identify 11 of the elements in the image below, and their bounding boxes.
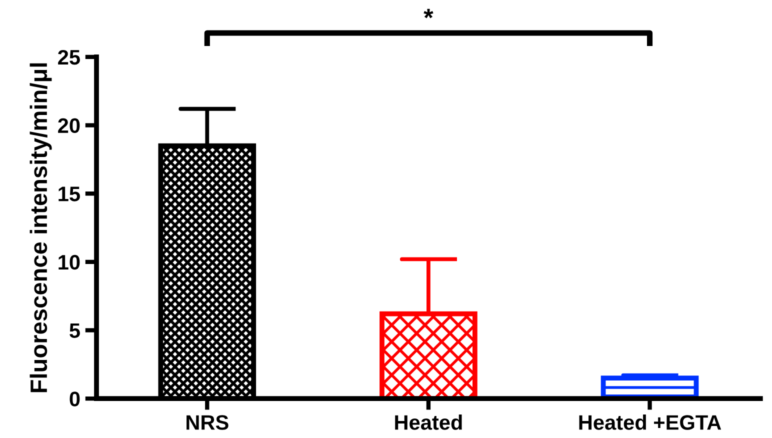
y-tick-label: 0 xyxy=(70,392,80,406)
x-tick-label: NRS xyxy=(186,415,228,430)
y-tick-label: 10 xyxy=(58,254,80,270)
y-tick-label: 5 xyxy=(70,323,80,338)
y-tick-label: 20 xyxy=(58,118,80,134)
text: * xyxy=(424,8,434,18)
x-tick-label: Heated +EGTA xyxy=(579,414,722,430)
y-axis-title: Fluorescence intensity/min/μl xyxy=(30,63,52,392)
y-tick-label: 25 xyxy=(58,50,80,65)
x-tick-label: Heated xyxy=(395,414,462,430)
y-tick-label: 15 xyxy=(58,186,80,202)
